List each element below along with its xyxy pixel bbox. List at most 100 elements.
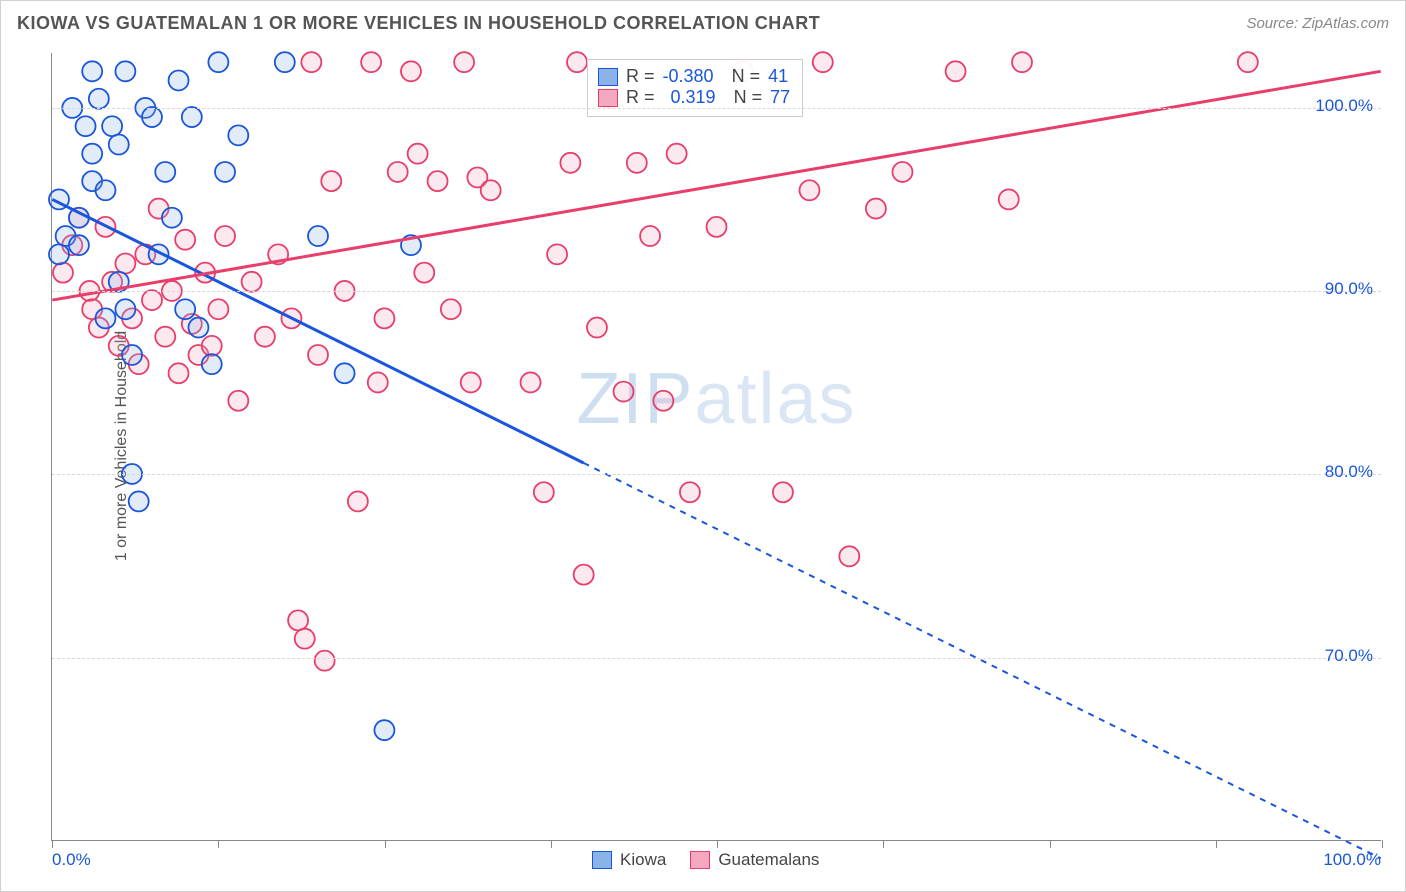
scatter-point <box>574 565 594 585</box>
scatter-point <box>169 363 189 383</box>
scatter-point <box>242 272 262 292</box>
scatter-point <box>109 135 129 155</box>
n-value-guatemalans: 77 <box>770 87 790 108</box>
scatter-point <box>374 308 394 328</box>
gridline <box>52 474 1381 475</box>
scatter-plot-svg <box>52 53 1381 840</box>
scatter-point <box>414 263 434 283</box>
scatter-point <box>560 153 580 173</box>
scatter-point <box>53 263 73 283</box>
scatter-point <box>115 299 135 319</box>
scatter-point <box>208 299 228 319</box>
scatter-point <box>547 244 567 264</box>
scatter-point <box>202 354 222 374</box>
scatter-point <box>228 125 248 145</box>
scatter-point <box>481 180 501 200</box>
scatter-point <box>215 226 235 246</box>
scatter-point <box>680 482 700 502</box>
plot-area: ZIPatlas R = -0.380 N = 41 R = 0.319 N =… <box>51 53 1381 841</box>
scatter-point <box>461 372 481 392</box>
scatter-point <box>315 651 335 671</box>
scatter-point <box>175 230 195 250</box>
scatter-point <box>89 89 109 109</box>
scatter-point <box>295 629 315 649</box>
y-tick-label: 90.0% <box>1325 279 1373 299</box>
scatter-point <box>102 116 122 136</box>
scatter-point <box>627 153 647 173</box>
scatter-point <box>640 226 660 246</box>
header: KIOWA VS GUATEMALAN 1 OR MORE VEHICLES I… <box>1 1 1405 45</box>
scatter-point <box>946 61 966 81</box>
scatter-point <box>95 308 115 328</box>
gridline <box>52 658 1381 659</box>
chart-title: KIOWA VS GUATEMALAN 1 OR MORE VEHICLES I… <box>17 13 820 34</box>
x-tick-left: 0.0% <box>52 850 91 870</box>
x-tick <box>1050 840 1051 848</box>
stats-legend-row-kiowa: R = -0.380 N = 41 <box>598 66 790 87</box>
scatter-point <box>142 290 162 310</box>
scatter-point <box>401 61 421 81</box>
legend-label-kiowa: Kiowa <box>620 850 666 870</box>
x-tick <box>52 840 53 848</box>
x-tick <box>218 840 219 848</box>
scatter-point <box>361 52 381 72</box>
scatter-point <box>892 162 912 182</box>
scatter-point <box>142 107 162 127</box>
scatter-point <box>587 318 607 338</box>
scatter-point <box>614 382 634 402</box>
scatter-point <box>707 217 727 237</box>
scatter-point <box>182 107 202 127</box>
scatter-point <box>188 318 208 338</box>
x-tick <box>1382 840 1383 848</box>
scatter-point <box>308 226 328 246</box>
scatter-point <box>69 235 89 255</box>
legend-item-kiowa: Kiowa <box>592 850 666 870</box>
scatter-point <box>169 70 189 90</box>
legend-label-guatemalans: Guatemalans <box>718 850 819 870</box>
scatter-point <box>82 61 102 81</box>
scatter-point <box>368 372 388 392</box>
scatter-point <box>129 491 149 511</box>
series-legend: Kiowa Guatemalans <box>592 850 819 870</box>
scatter-point <box>388 162 408 182</box>
x-tick <box>883 840 884 848</box>
scatter-point <box>348 491 368 511</box>
scatter-point <box>162 208 182 228</box>
scatter-point <box>374 720 394 740</box>
scatter-point <box>155 327 175 347</box>
x-tick <box>551 840 552 848</box>
scatter-point <box>653 391 673 411</box>
scatter-point <box>122 345 142 365</box>
x-tick <box>717 840 718 848</box>
legend-swatch-guatemalans <box>690 851 710 869</box>
swatch-kiowa <box>598 68 618 86</box>
scatter-point <box>208 52 228 72</box>
scatter-point <box>1238 52 1258 72</box>
scatter-point <box>667 144 687 164</box>
scatter-point <box>202 336 222 356</box>
scatter-point <box>301 52 321 72</box>
scatter-point <box>115 61 135 81</box>
scatter-point <box>321 171 341 191</box>
x-tick <box>385 840 386 848</box>
scatter-point <box>82 144 102 164</box>
scatter-point <box>335 363 355 383</box>
scatter-point <box>115 253 135 273</box>
legend-swatch-kiowa <box>592 851 612 869</box>
scatter-point <box>441 299 461 319</box>
scatter-point <box>275 52 295 72</box>
scatter-point <box>155 162 175 182</box>
y-tick-label: 100.0% <box>1315 96 1373 116</box>
chart-container: KIOWA VS GUATEMALAN 1 OR MORE VEHICLES I… <box>0 0 1406 892</box>
y-tick-label: 70.0% <box>1325 646 1373 666</box>
scatter-point <box>288 610 308 630</box>
scatter-point <box>454 52 474 72</box>
stats-legend-row-guatemalans: R = 0.319 N = 77 <box>598 87 790 108</box>
scatter-point <box>408 144 428 164</box>
scatter-point <box>49 244 69 264</box>
scatter-point <box>1012 52 1032 72</box>
scatter-point <box>813 52 833 72</box>
r-value-guatemalans: 0.319 <box>663 87 716 108</box>
scatter-point <box>428 171 448 191</box>
scatter-point <box>866 199 886 219</box>
